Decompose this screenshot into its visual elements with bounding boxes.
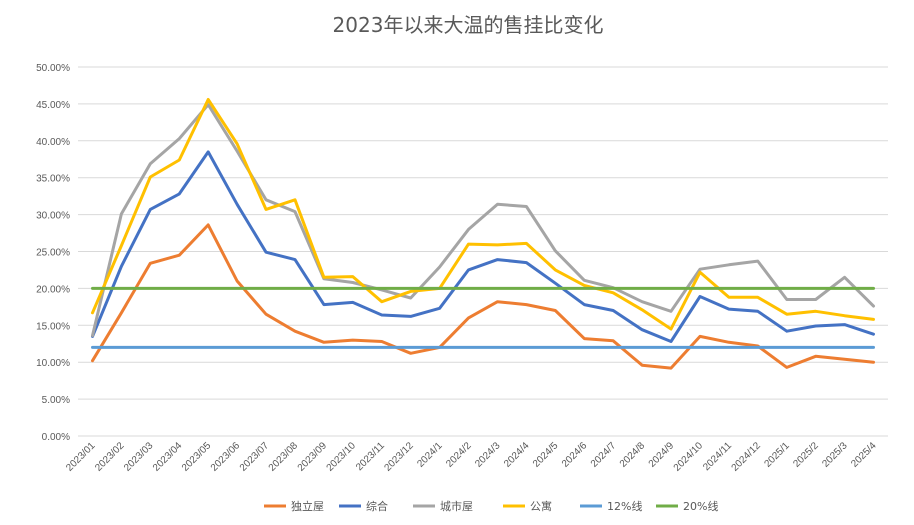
x-tick-label: 2023/08 xyxy=(267,440,301,474)
x-tick-label: 2024/4 xyxy=(502,440,532,470)
x-tick-label: 2024/12 xyxy=(730,440,764,474)
series-line-1 xyxy=(91,150,875,343)
x-tick-label: 2024/8 xyxy=(618,440,648,470)
x-tick-label: 2023/04 xyxy=(151,440,185,474)
x-tick-label: 2024/10 xyxy=(672,440,706,474)
x-tick-label: 2025/1 xyxy=(762,440,792,470)
legend-label-3: 公寓 xyxy=(530,499,552,513)
legend-label-4: 12%线 xyxy=(607,499,642,513)
x-tick-label: 2023/06 xyxy=(209,440,243,474)
x-tick-label: 2023/05 xyxy=(180,440,214,474)
x-tick-label: 2025/2 xyxy=(791,440,821,470)
series-line-0 xyxy=(91,223,875,370)
x-tick-label: 2023/07 xyxy=(238,440,272,474)
x-tick-label: 2023/01 xyxy=(64,440,98,474)
y-tick-label: 45.00% xyxy=(36,100,70,111)
x-tick-label: 2024/11 xyxy=(701,440,734,473)
chart-title: 2023年以来大温的售挂比变化 xyxy=(333,13,604,37)
y-tick-label: 0.00% xyxy=(42,432,70,443)
x-tick-label: 2024/2 xyxy=(444,440,474,470)
y-tick-label: 10.00% xyxy=(36,358,70,369)
y-tick-label: 30.00% xyxy=(36,211,70,222)
x-tick-label: 2023/02 xyxy=(93,440,127,474)
y-tick-label: 15.00% xyxy=(36,321,70,332)
x-tick-label: 2024/3 xyxy=(473,440,503,470)
x-tick-label: 2023/03 xyxy=(122,440,156,474)
x-tick-label: 2023/09 xyxy=(296,440,330,474)
y-tick-label: 20.00% xyxy=(36,284,70,295)
x-tick-label: 2025/3 xyxy=(820,440,850,470)
series-lines xyxy=(91,98,875,370)
x-tick-label: 2024/7 xyxy=(589,440,619,470)
x-tick-label: 2024/6 xyxy=(560,440,590,470)
x-tick-label: 2023/12 xyxy=(382,440,416,474)
y-tick-label: 50.00% xyxy=(36,63,70,74)
y-tick-label: 40.00% xyxy=(36,137,70,148)
legend-label-1: 综合 xyxy=(366,499,388,513)
gridlines xyxy=(78,66,888,437)
x-tick-label: 2024/1 xyxy=(415,440,445,470)
y-axis-tick-labels: 0.00% 5.00% 10.00% 15.00% 20.00% 25.00% 30.00%… xyxy=(36,63,70,443)
y-tick-label: 35.00% xyxy=(36,174,70,185)
series-line-3 xyxy=(91,98,875,331)
y-tick-label: 5.00% xyxy=(42,395,70,406)
x-tick-label: 2023/10 xyxy=(325,440,359,474)
legend-label-5: 20%线 xyxy=(683,499,718,513)
y-tick-label: 25.00% xyxy=(36,248,70,259)
x-tick-label: 2023/11 xyxy=(354,440,387,473)
x-axis-tick-labels: 2023/012023/022023/032023/042023/052023/… xyxy=(64,440,879,474)
series-line-2 xyxy=(91,103,875,338)
legend-label-0: 独立屋 xyxy=(291,499,324,513)
legend: 独立屋 综合 城市屋 公寓 12%线 20%线 xyxy=(264,499,718,513)
x-tick-label: 2025/4 xyxy=(849,440,879,470)
legend-label-2: 城市屋 xyxy=(440,499,473,513)
x-tick-label: 2024/5 xyxy=(531,440,561,470)
